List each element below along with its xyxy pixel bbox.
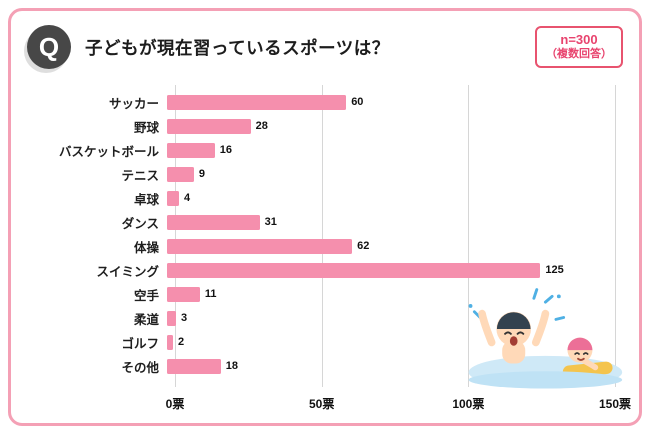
gridline	[321, 85, 323, 387]
category-label: 空手	[133, 288, 159, 303]
x-axis: 0票 50票 100票 150票	[166, 393, 631, 413]
gridline	[175, 85, 176, 387]
value-label: 28	[255, 120, 268, 132]
chart-row: 野球 28	[27, 114, 615, 138]
chart-row: 卓球 4	[27, 186, 615, 210]
bar	[167, 334, 173, 350]
bar	[167, 94, 347, 110]
bar-track: 4	[167, 190, 615, 206]
value-label: 2	[177, 336, 185, 348]
chart-row: テニス 9	[27, 162, 615, 186]
bar	[167, 166, 194, 182]
swimming-kids-illustration	[468, 287, 623, 389]
chart-row: サッカー 60	[27, 90, 615, 114]
chart-row: 体操 62	[27, 234, 615, 258]
q-badge: Q	[27, 25, 71, 69]
value-label: 60	[351, 96, 364, 108]
water-droplet	[556, 294, 561, 298]
x-tick-label: 150票	[598, 397, 632, 411]
bar-track: 18	[167, 358, 615, 374]
category-label: 野球	[133, 120, 159, 135]
x-tick-label: 50票	[308, 397, 335, 411]
x-tick-label: 0票	[165, 397, 185, 411]
boy-figure	[478, 309, 550, 364]
x-tick-label: 100票	[452, 397, 485, 411]
category-label: 卓球	[133, 192, 159, 207]
bar	[167, 262, 541, 278]
chart-row: ゴルフ 2	[27, 330, 615, 354]
bar-track: 11	[167, 286, 615, 302]
bar-track: 60	[167, 94, 615, 110]
category-label: その他	[121, 360, 159, 375]
bar	[167, 310, 176, 326]
bar-track: 62	[167, 238, 615, 254]
value-label: 9	[198, 168, 205, 180]
chart-title: 子どもが現在習っているスポーツは？	[85, 37, 390, 58]
bar-track: 28	[167, 118, 615, 134]
chart-rows: サッカー 60 野球 28 バスケットボール 16 テニス 9 卓球 4 ダンス 31 体操 62 スイミン…	[27, 90, 615, 378]
category-label: スイミング	[96, 264, 159, 279]
sample-size-text: n=300	[560, 32, 598, 47]
gridline	[615, 85, 616, 387]
chart-row: バスケットボール 16	[27, 138, 615, 162]
answer-type-text: （複数回答）	[546, 48, 612, 61]
value-label: 125	[545, 264, 564, 276]
bar-track: 3	[167, 310, 615, 326]
bar	[167, 238, 353, 254]
bar-track: 9	[167, 166, 615, 182]
bar	[167, 214, 260, 230]
bar	[167, 118, 251, 134]
survey-card: Q 子どもが現在習っているスポーツは？ n=300 （複数回答） サッカー 60 野…	[8, 8, 642, 426]
category-label: テニス	[121, 168, 159, 183]
value-label: 11	[204, 288, 217, 300]
category-label: ゴルフ	[121, 336, 159, 351]
bar	[167, 142, 215, 158]
q-badge-label: Q	[38, 31, 60, 62]
sample-size-box: n=300 （複数回答）	[535, 26, 623, 68]
chart-row: ダンス 31	[27, 210, 615, 234]
bar-track: 16	[167, 142, 615, 158]
chart-row: 柔道 3	[27, 306, 615, 330]
header: Q 子どもが現在習っているスポーツは？ n=300 （複数回答）	[11, 11, 639, 69]
value-label: 62	[357, 240, 370, 252]
value-label: 16	[219, 144, 233, 156]
water-front-shape	[468, 370, 623, 389]
kickboard-kid-figure	[562, 337, 613, 378]
category-label: バスケットボール	[58, 144, 159, 159]
bar-track: 31	[167, 214, 615, 230]
gridlines	[175, 85, 616, 387]
value-label: 18	[225, 360, 238, 372]
category-label: 体操	[133, 240, 159, 255]
category-label: 柔道	[133, 312, 159, 327]
bar-chart: サッカー 60 野球 28 バスケットボール 16 テニス 9 卓球 4 ダンス 31 体操 62 スイミン…	[27, 85, 631, 413]
bar	[167, 358, 221, 374]
chart-row: その他 18	[27, 354, 615, 378]
value-label: 4	[183, 192, 191, 204]
category-label: サッカー	[108, 96, 159, 111]
bar	[167, 190, 179, 206]
category-label: ダンス	[121, 216, 159, 231]
value-label: 3	[180, 312, 188, 324]
chart-row: 空手 11	[27, 282, 615, 306]
gridline	[468, 85, 470, 387]
bar-track: 125	[167, 262, 615, 278]
value-label: 31	[264, 216, 277, 228]
bar-track: 2	[167, 334, 615, 350]
chart-row: スイミング 125	[27, 258, 615, 282]
bar	[167, 286, 200, 302]
water-droplet	[468, 303, 473, 308]
